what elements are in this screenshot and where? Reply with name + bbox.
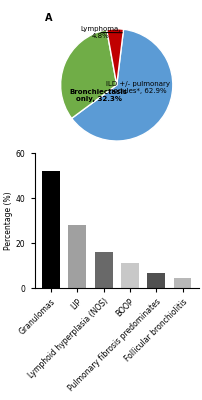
Bar xyxy=(94,252,112,288)
Bar xyxy=(42,171,60,288)
Wedge shape xyxy=(60,30,116,118)
Bar xyxy=(68,225,86,288)
Wedge shape xyxy=(71,29,172,141)
Bar xyxy=(173,278,190,288)
Text: Bronchiectasis
only, 32.3%: Bronchiectasis only, 32.3% xyxy=(69,88,127,102)
Y-axis label: Percentage (%): Percentage (%) xyxy=(4,191,13,250)
Bar xyxy=(120,263,138,288)
Text: Lymphoma,
4.8%: Lymphoma, 4.8% xyxy=(80,26,122,39)
Wedge shape xyxy=(106,29,123,85)
Bar xyxy=(146,274,164,288)
Text: ILD +/- pulmonary
nodules*, 62.9%: ILD +/- pulmonary nodules*, 62.9% xyxy=(105,81,169,94)
Text: A: A xyxy=(45,13,52,23)
